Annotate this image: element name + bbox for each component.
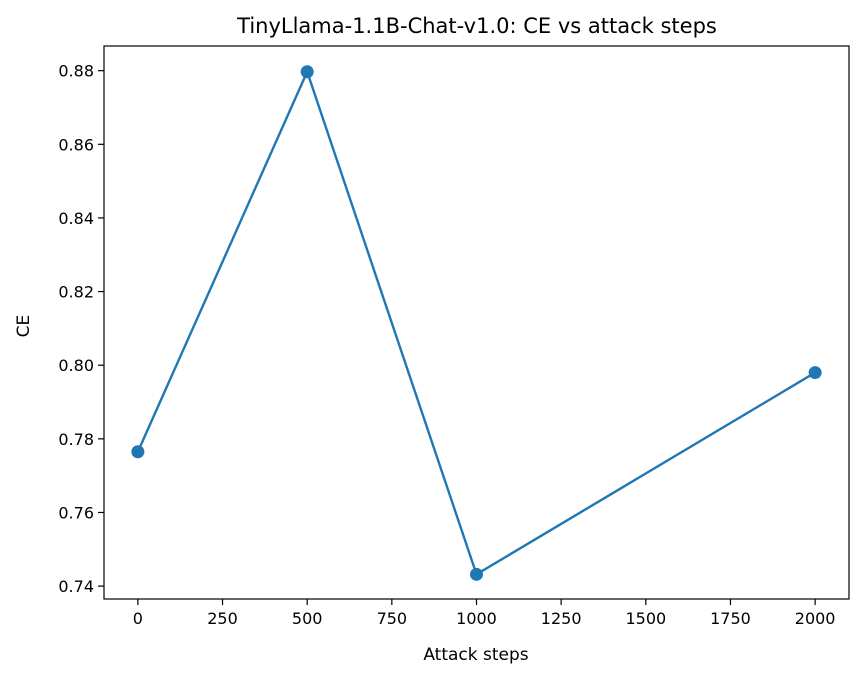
axes-frame: [103, 45, 850, 600]
y-tick-label: 0.86: [58, 135, 94, 154]
y-tick-label: 0.88: [58, 62, 94, 81]
data-point: [808, 366, 822, 380]
plot-area: [103, 45, 850, 600]
x-tick-label: 1750: [710, 609, 751, 628]
x-tick-label: 1250: [541, 609, 582, 628]
y-tick-label: 0.78: [58, 430, 94, 449]
x-tick-label: 500: [292, 609, 323, 628]
x-tick-label: 2000: [795, 609, 836, 628]
y-axis-label: CE: [14, 315, 34, 338]
x-axis-label: Attack steps: [423, 645, 528, 665]
y-tick-label: 0.74: [58, 577, 94, 596]
series-line: [136, 70, 817, 576]
data-point: [300, 65, 314, 79]
x-axis: 0 250 500 750 1000 1250 1500 1750 2000: [133, 599, 836, 628]
chart-title: TinyLlama-1.1B-Chat-v1.0: CE vs attack s…: [236, 14, 717, 38]
x-tick-label: 1000: [456, 609, 497, 628]
data-point: [131, 445, 145, 459]
y-axis: 0.74 0.76 0.78 0.80 0.82 0.84 0.86 0.88: [58, 62, 104, 596]
y-tick-label: 0.80: [58, 356, 94, 375]
data-point: [470, 567, 483, 581]
x-tick-label: 750: [377, 609, 408, 628]
x-tick-label: 250: [207, 609, 238, 628]
y-tick-label: 0.76: [58, 503, 94, 522]
y-tick-label: 0.84: [58, 209, 94, 228]
x-tick-label: 1500: [625, 609, 666, 628]
series-layer: [131, 65, 822, 581]
y-tick-label: 0.82: [58, 283, 94, 302]
x-tick-label: 0: [133, 609, 143, 628]
